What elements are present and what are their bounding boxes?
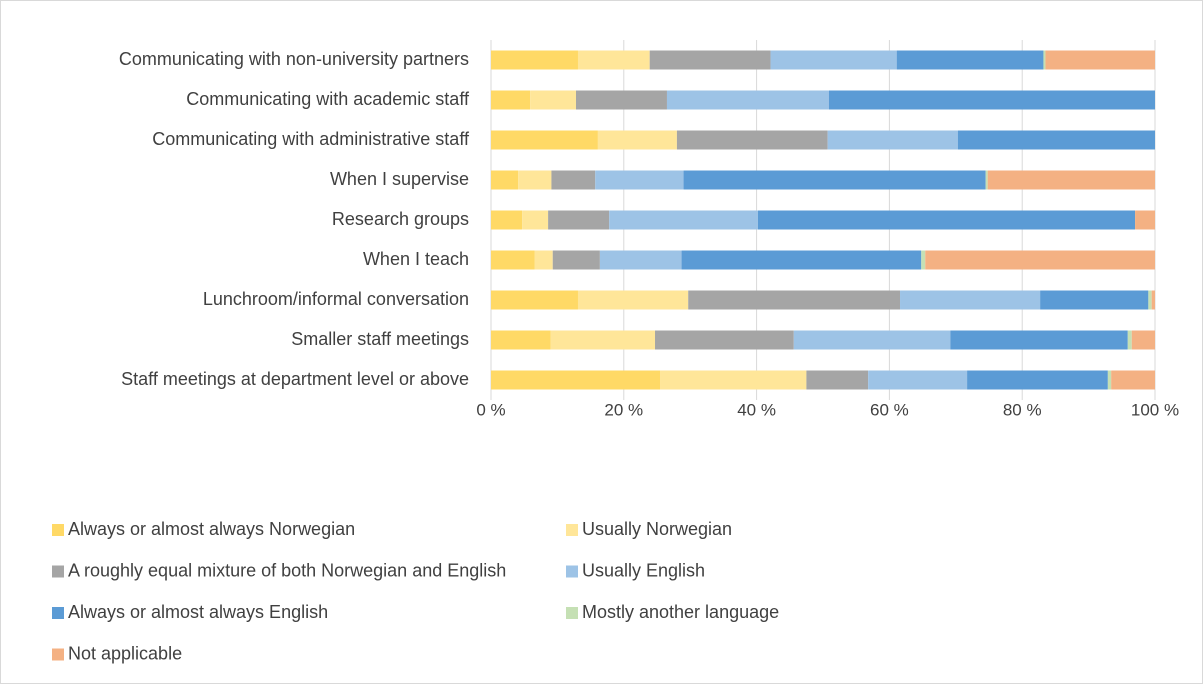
x-tick-label: 0 %: [476, 400, 505, 419]
bar-segment: [757, 210, 1136, 230]
bar-segment: [551, 170, 596, 190]
bar-segment: [522, 210, 549, 230]
bar-segment: [683, 170, 986, 190]
bar-segment: [655, 330, 794, 350]
bar-segment: [577, 290, 689, 310]
bar-segment: [827, 130, 958, 150]
bar-segment: [609, 210, 758, 230]
bar-segment: [925, 250, 1155, 270]
bar-segment: [770, 50, 897, 70]
bar-segment: [1127, 330, 1132, 350]
y-tick-label: Smaller staff meetings: [291, 329, 469, 349]
bar-segment: [688, 290, 901, 310]
bar-segment: [1111, 370, 1155, 390]
bar-segment: [491, 130, 598, 150]
y-tick-label: When I teach: [363, 249, 469, 269]
bar-segment: [491, 370, 661, 390]
y-tick-label: Communicating with administrative staff: [152, 129, 470, 149]
bar-segment: [491, 50, 578, 70]
bar-segment: [595, 170, 684, 190]
bar-segment: [491, 210, 523, 230]
legend-label: Mostly another language: [582, 602, 779, 622]
bar-segment: [957, 130, 1155, 150]
bar-segment: [985, 170, 988, 190]
y-tick-label: Staff meetings at department level or ab…: [121, 369, 469, 389]
bar-segment: [900, 290, 1041, 310]
bar-segment: [1131, 330, 1155, 350]
bar-segment: [828, 90, 1155, 110]
bar-segment: [534, 250, 553, 270]
y-tick-label: When I supervise: [330, 169, 469, 189]
legend-swatch: [566, 607, 578, 619]
bar-segment: [1040, 290, 1149, 310]
bar-segment: [1148, 290, 1152, 310]
legend-swatch: [52, 648, 64, 661]
bar-segment: [987, 170, 1155, 190]
legend-label: Usually Norwegian: [582, 519, 732, 539]
bar-segment: [599, 250, 682, 270]
bar-segment: [491, 90, 531, 110]
bar-segment: [1107, 370, 1112, 390]
bar-segment: [666, 90, 829, 110]
bar-segment: [676, 130, 828, 150]
bar-segment: [518, 170, 552, 190]
y-tick-label: Communicating with academic staff: [186, 89, 470, 109]
bar-segment: [530, 90, 576, 110]
bar-segment: [577, 50, 650, 70]
bar-segment: [950, 330, 1128, 350]
bar-segment: [597, 130, 677, 150]
legend-swatch: [566, 565, 578, 578]
bar-segment: [1135, 210, 1155, 230]
x-tick-label: 40 %: [737, 400, 776, 419]
bar-segment: [491, 290, 578, 310]
bar-segment: [967, 370, 1108, 390]
legend-swatch: [52, 524, 64, 536]
x-tick-label: 100 %: [1131, 400, 1179, 419]
x-tick-label: 80 %: [1003, 400, 1042, 419]
bar-segment: [806, 370, 869, 390]
bar-segment: [1045, 50, 1155, 70]
x-tick-label: 60 %: [870, 400, 909, 419]
legend-label: Always or almost always Norwegian: [68, 519, 355, 539]
bar-segment: [660, 370, 807, 390]
bar-segment: [681, 250, 922, 270]
legend-label: Always or almost always English: [68, 602, 328, 622]
bar-segment: [550, 330, 656, 350]
bar-segment: [921, 250, 926, 270]
y-tick-label: Communicating with non-university partne…: [119, 49, 469, 69]
legend-label: Usually English: [582, 560, 705, 580]
legend-swatch: [566, 524, 578, 536]
bar-segment: [552, 250, 600, 270]
bar-segment: [868, 370, 968, 390]
legend-swatch: [52, 607, 64, 619]
bar-segment: [1043, 50, 1046, 70]
bar-segment: [491, 330, 551, 350]
legend-swatch: [52, 565, 64, 578]
legend-label: A roughly equal mixture of both Norwegia…: [68, 560, 506, 580]
bar-segment: [1151, 290, 1155, 310]
legend-label: Not applicable: [68, 643, 182, 663]
bar-segment: [649, 50, 771, 70]
y-tick-label: Research groups: [332, 209, 469, 229]
bar-segment: [491, 170, 519, 190]
bar-segment: [896, 50, 1044, 70]
y-tick-label: Lunchroom/informal conversation: [203, 289, 469, 309]
bar-segment: [491, 250, 535, 270]
bar-segment: [548, 210, 610, 230]
bar-segment: [793, 330, 951, 350]
x-tick-label: 20 %: [604, 400, 643, 419]
bar-segment: [575, 90, 667, 110]
